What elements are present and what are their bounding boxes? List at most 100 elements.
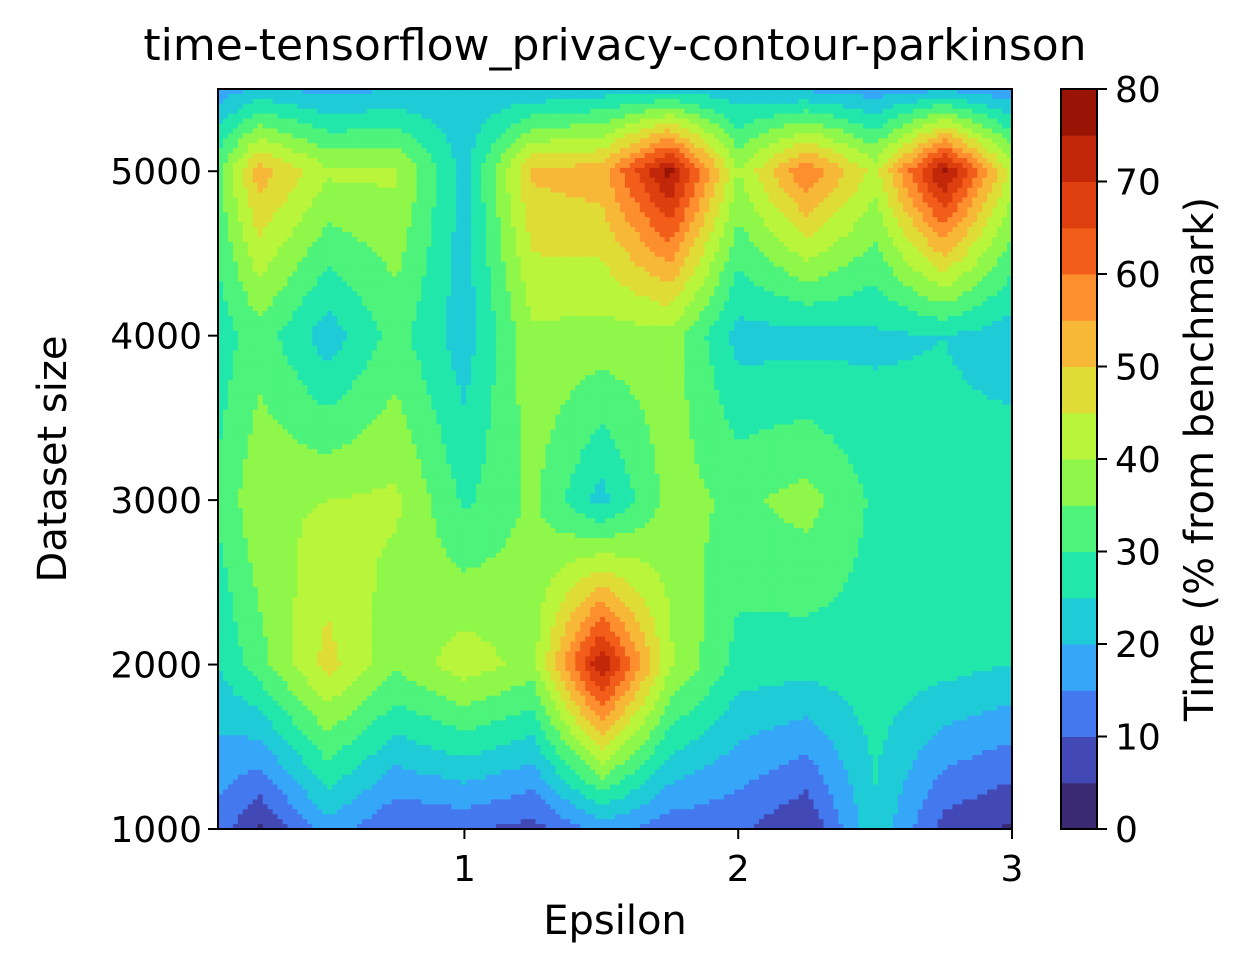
contour-cell xyxy=(267,207,274,213)
contour-cell xyxy=(823,108,829,115)
contour-cell xyxy=(287,138,294,144)
contour-cell xyxy=(892,217,899,223)
contour-cell xyxy=(922,197,929,204)
contour-cell xyxy=(808,237,815,243)
contour-cell xyxy=(337,232,343,238)
contour-cell xyxy=(729,98,735,105)
contour-cell xyxy=(843,182,849,189)
contour-cell xyxy=(833,143,839,149)
contour-cell xyxy=(624,133,631,139)
contour-cell xyxy=(391,118,398,125)
chart-title: time-tensorflow_privacy-contour-parkinso… xyxy=(143,20,1086,71)
contour-cell xyxy=(297,163,303,169)
contour-cell xyxy=(818,172,825,179)
contour-cell xyxy=(734,192,740,199)
contour-cell xyxy=(272,153,279,159)
contour-cell xyxy=(793,113,800,120)
contour-cell xyxy=(629,158,636,164)
contour-cell xyxy=(515,103,522,110)
contour-cell xyxy=(327,232,333,238)
contour-cell xyxy=(302,118,308,125)
contour-cell xyxy=(600,108,606,115)
contour-cell xyxy=(674,187,681,194)
contour-cell xyxy=(485,237,492,243)
contour-cell xyxy=(927,172,934,179)
contour-cell xyxy=(639,172,646,179)
contour-cell xyxy=(466,182,472,189)
contour-cell xyxy=(337,197,343,204)
contour-cell xyxy=(312,182,318,189)
contour-cell xyxy=(510,222,517,228)
contour-cell xyxy=(530,143,537,149)
contour-cell xyxy=(878,212,884,218)
contour-cell xyxy=(610,177,616,184)
contour-cell xyxy=(987,192,993,199)
contour-cell xyxy=(729,113,735,120)
contour-cell xyxy=(967,182,973,189)
contour-cell xyxy=(366,153,373,159)
contour-cell xyxy=(957,172,963,179)
contour-cell xyxy=(570,172,576,179)
contour-cell xyxy=(823,187,829,194)
contour-cell xyxy=(247,187,254,194)
contour-cell xyxy=(287,197,294,204)
contour-cell xyxy=(699,212,705,218)
contour-cell xyxy=(758,148,765,154)
contour-cell xyxy=(1002,138,1008,144)
contour-cell xyxy=(466,118,472,125)
contour-cell xyxy=(873,202,879,208)
contour-cell xyxy=(843,202,849,208)
contour-cell xyxy=(763,172,770,179)
contour-cell xyxy=(585,177,591,184)
contour-cell xyxy=(942,222,949,228)
contour-cell xyxy=(828,113,834,120)
contour-cell xyxy=(495,108,502,115)
contour-cell xyxy=(222,241,229,248)
contour-cell xyxy=(262,232,269,238)
contour-cell xyxy=(962,177,968,184)
contour-cell xyxy=(292,182,298,189)
contour-cell xyxy=(307,212,313,218)
contour-cell xyxy=(858,237,864,243)
contour-cell xyxy=(848,93,854,100)
contour-cell xyxy=(897,133,904,139)
contour-cell xyxy=(272,138,279,144)
contour-cell xyxy=(302,133,308,139)
contour-cell xyxy=(997,108,1003,115)
contour-cell xyxy=(907,133,914,139)
contour-cell xyxy=(997,148,1003,154)
contour-cell xyxy=(495,158,502,164)
contour-cell xyxy=(595,222,601,228)
contour-cell xyxy=(882,143,889,149)
contour-cell xyxy=(615,177,621,184)
contour-cell xyxy=(768,197,775,204)
contour-cell xyxy=(917,133,924,139)
contour-cell xyxy=(649,232,656,238)
contour-cell xyxy=(972,167,978,174)
contour-cell xyxy=(342,118,348,125)
contour-cell xyxy=(788,207,795,213)
contour-cell xyxy=(356,123,363,130)
contour-cell xyxy=(679,118,686,125)
contour-cell xyxy=(748,177,755,184)
contour-cell xyxy=(1002,113,1008,120)
contour-cell xyxy=(882,197,889,204)
contour-cell xyxy=(952,187,959,194)
contour-cell xyxy=(674,197,681,204)
contour-cell xyxy=(416,163,423,169)
contour-cell xyxy=(376,237,383,243)
contour-cell xyxy=(768,222,775,228)
contour-cell xyxy=(634,167,641,174)
contour-cell xyxy=(575,98,581,105)
contour-cell xyxy=(868,118,874,125)
contour-cell xyxy=(907,202,914,208)
contour-cell xyxy=(575,177,581,184)
contour-cell xyxy=(302,217,308,223)
contour-cell xyxy=(476,167,482,174)
contour-cell xyxy=(471,153,477,159)
contour-cell xyxy=(545,212,552,218)
contour-cell xyxy=(997,118,1003,125)
contour-cell xyxy=(515,212,522,218)
contour-cell xyxy=(992,93,998,100)
contour-cell xyxy=(401,98,408,105)
